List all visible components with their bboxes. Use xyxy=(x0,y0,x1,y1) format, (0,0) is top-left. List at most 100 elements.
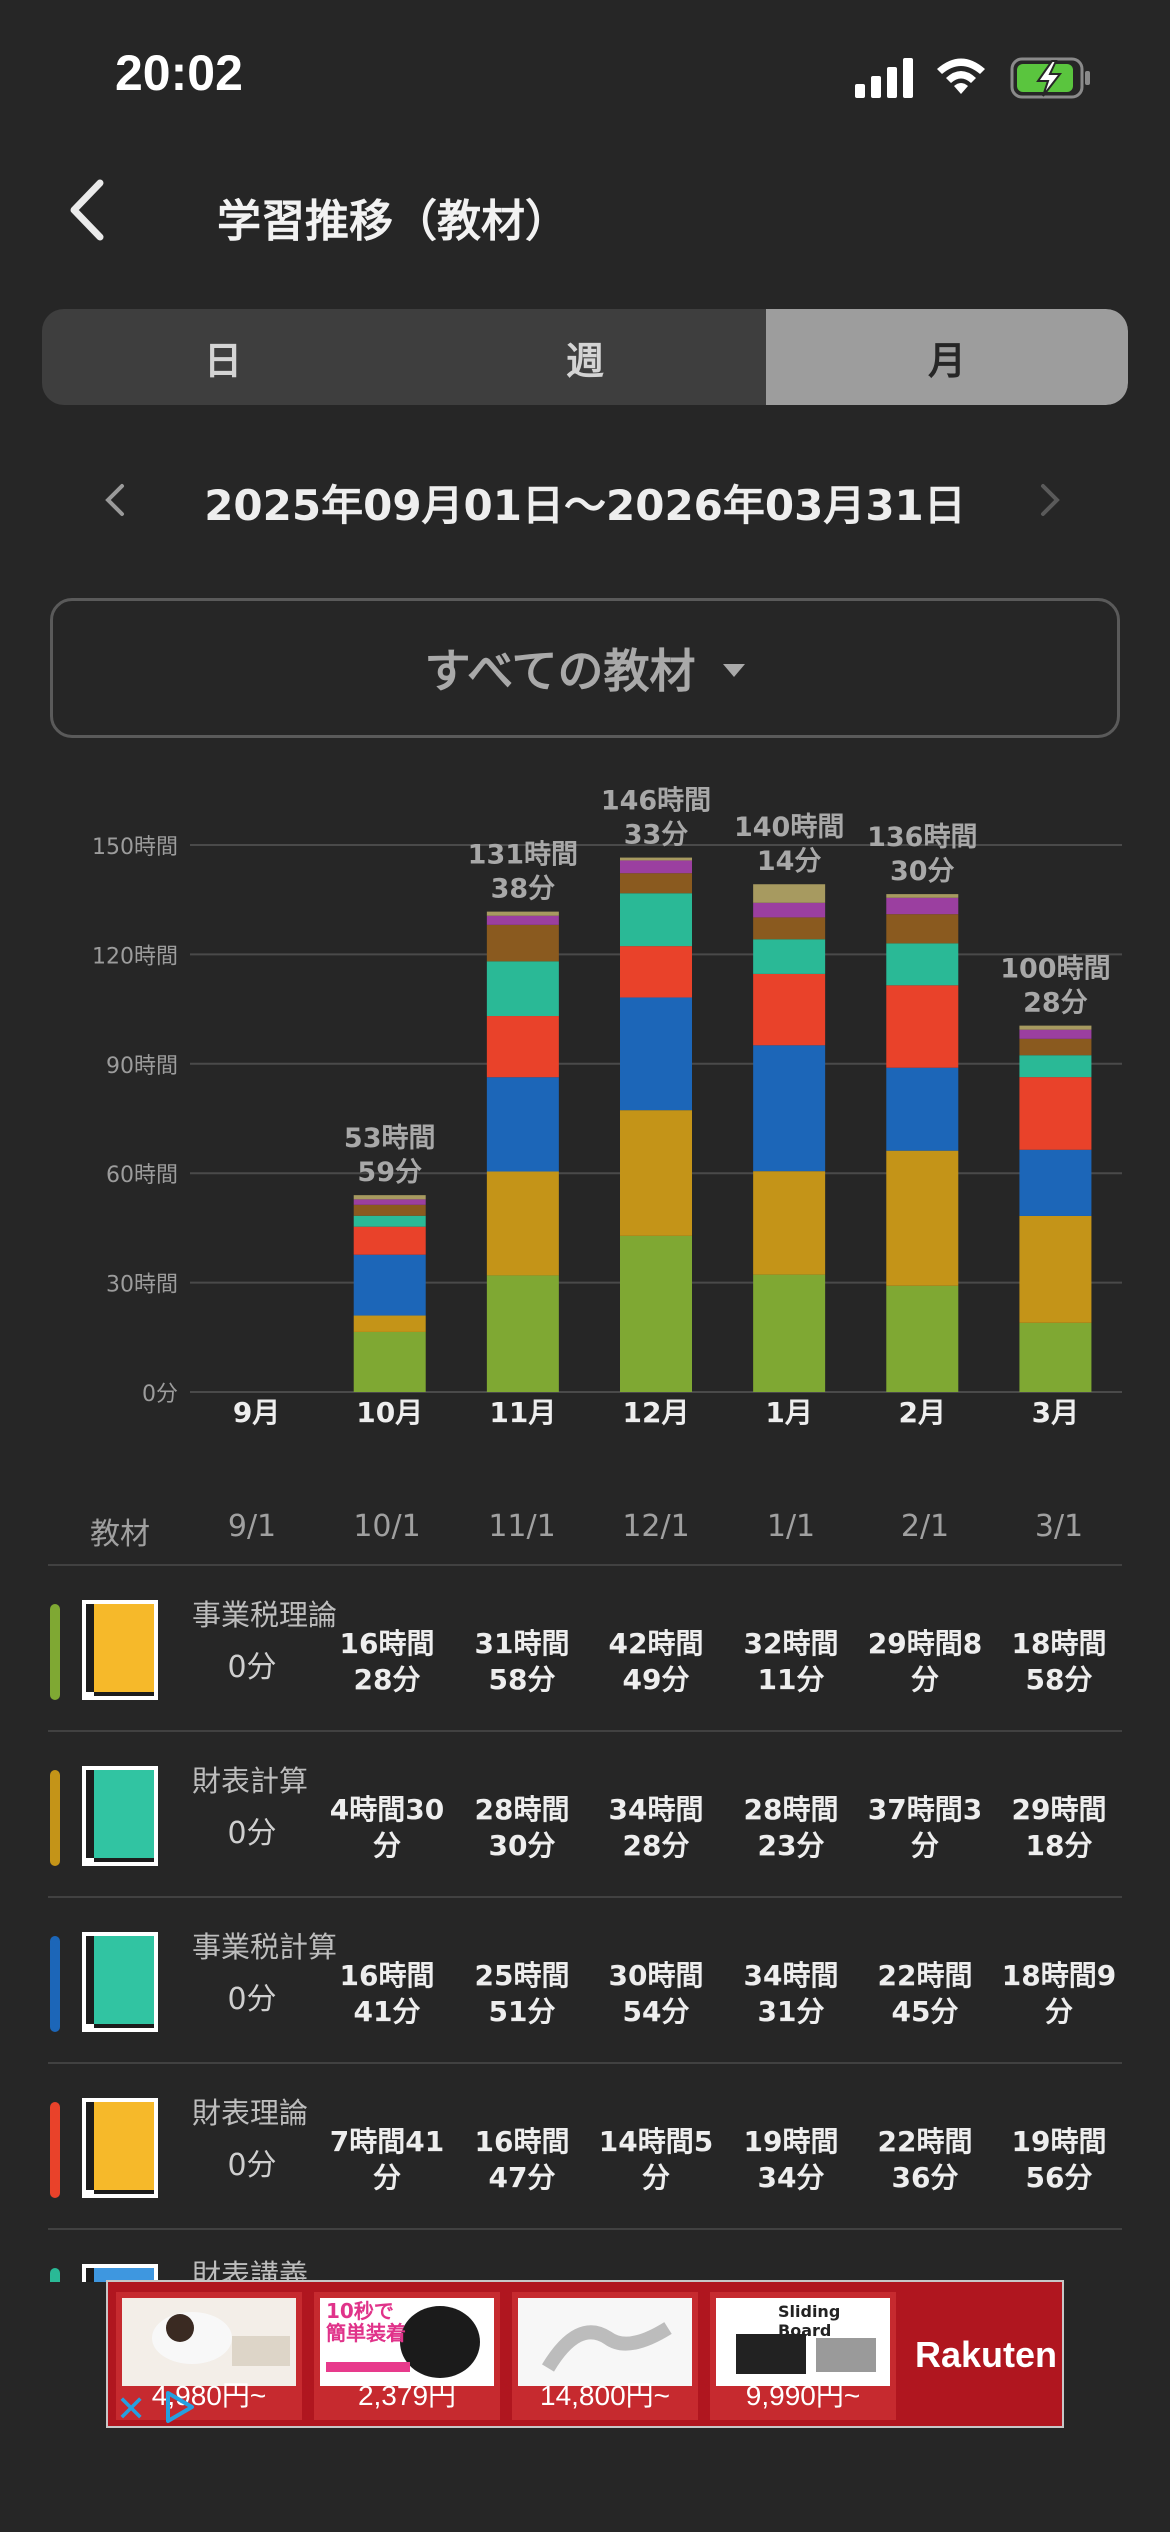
battery-charging-icon xyxy=(1010,57,1090,99)
table-row[interactable]: 財表理論 0分 7時間41 分 16時間 47分 14時間5 分 19時間 34分 22… xyxy=(0,2064,1170,2229)
chart-bar-segment xyxy=(353,1331,426,1392)
ad-thumbnail xyxy=(716,2298,890,2386)
table-cell: 16時間 41分 xyxy=(339,1959,435,2028)
chart-bar-segment xyxy=(753,973,826,1046)
material-name: 財表理論 xyxy=(192,2096,309,2130)
chart-bar-segment xyxy=(753,939,826,974)
chart-bar-segment xyxy=(886,1067,959,1151)
table-header-date: 12/1 xyxy=(622,1509,690,1544)
table-cell: 37時間3 分 xyxy=(867,1793,983,1862)
table-cell: 29時間8 分 xyxy=(867,1627,983,1696)
status-time: 20:02 xyxy=(115,45,243,101)
table-cell: 7時間41 分 xyxy=(329,2125,445,2194)
chart-bar-segment xyxy=(1019,1149,1092,1216)
previous-period-chevron-icon[interactable] xyxy=(100,478,130,522)
ad-thumbnail-text: Sliding Board xyxy=(778,2302,841,2340)
period-segmented-control: 日 週 月 xyxy=(42,309,1128,405)
divider xyxy=(48,2228,1122,2230)
chart-total-label: 30分 xyxy=(890,856,955,887)
chart-y-tick-label: 60時間 xyxy=(106,1163,178,1188)
table-cell: 31時間 58分 xyxy=(474,1627,570,1696)
book-yellow-icon xyxy=(82,2098,158,2198)
table-row[interactable]: 財表講義 xyxy=(0,2230,1170,2282)
chart-bar-segment xyxy=(886,897,959,915)
chart-x-tick-label: 11月 xyxy=(489,1396,556,1429)
ad-close-icon[interactable]: ✕ xyxy=(116,2388,147,2429)
table-row[interactable]: 財表計算 0分 4時間30 分 28時間 30分 34時間 28分 28時間 23分 3… xyxy=(0,1732,1170,1897)
chart-bar-segment xyxy=(1019,1025,1092,1030)
ad-item[interactable]: 14,800円~ xyxy=(512,2292,698,2420)
chart-x-tick-label: 2月 xyxy=(899,1396,946,1429)
chart-bar-segment xyxy=(353,1254,426,1316)
ad-price: 14,800円~ xyxy=(540,2380,670,2411)
chart-x-tick-label: 9月 xyxy=(233,1396,280,1429)
chart-bar-segment xyxy=(1019,1215,1092,1323)
table-cell: 0分 xyxy=(227,1650,277,1685)
table-cell: 18時間9 分 xyxy=(1001,1959,1117,2028)
ad-item[interactable]: Sliding Board 9,990円~ xyxy=(710,2292,896,2420)
table-header: 教材 9/1 10/1 11/1 12/1 1/1 2/1 3/1 xyxy=(0,1495,1170,1565)
chart-total-label: 100時間 xyxy=(1000,954,1110,985)
table-header-date: 2/1 xyxy=(900,1509,950,1544)
chart-total-label: 136時間 xyxy=(867,822,977,853)
chart-bar-segment xyxy=(353,1215,426,1227)
chart-y-tick-label: 90時間 xyxy=(106,1054,178,1079)
ad-price: 9,990円~ xyxy=(745,2380,861,2411)
chart-y-tick-label: 150時間 xyxy=(92,835,178,860)
chart-bar-segment xyxy=(1019,1055,1092,1078)
chart-bar-segment xyxy=(886,914,959,944)
wifi-icon xyxy=(937,58,985,94)
table-cell: 4時間30 分 xyxy=(329,1793,445,1862)
chart-y-tick-label: 0分 xyxy=(142,1382,178,1407)
material-name: 事業税計算 xyxy=(192,1930,338,1964)
chart-bar-segment xyxy=(1019,1038,1092,1056)
tab-week[interactable]: 週 xyxy=(565,338,604,383)
table-header-date: 1/1 xyxy=(766,1509,816,1544)
chart-x-tick-label: 10月 xyxy=(356,1396,423,1429)
chart-bar-segment xyxy=(620,873,692,894)
subject-color-bar xyxy=(50,2102,60,2198)
material-filter-dropdown[interactable]: すべての教材 xyxy=(50,598,1120,738)
chart-bar-segment xyxy=(886,1150,959,1286)
back-button[interactable] xyxy=(62,175,122,245)
ad-item[interactable]: 4,980円~ xyxy=(116,2292,302,2420)
table-row[interactable]: 事業税理論 0分 16時間 28分 31時間 58分 42時間 49分 32時間 11分… xyxy=(0,1566,1170,1731)
tab-day[interactable]: 日 xyxy=(203,338,242,383)
chart-total-label: 146時間 xyxy=(601,786,711,817)
table-row[interactable]: 事業税計算 0分 16時間 41分 25時間 51分 30時間 54分 34時間 31分… xyxy=(0,1898,1170,2063)
table-cell: 22時間 45分 xyxy=(877,1959,973,2028)
table-cell: 42時間 49分 xyxy=(608,1627,704,1696)
table-cell: 0分 xyxy=(227,1816,277,1851)
table-cell: 22時間 36分 xyxy=(877,2125,973,2194)
table-cell: 14時間5 分 xyxy=(598,2125,714,2194)
table-header-date: 3/1 xyxy=(1034,1509,1084,1544)
next-period-chevron-icon[interactable] xyxy=(1035,478,1065,522)
divider xyxy=(48,1730,1122,1732)
table-cell: 30時間 54分 xyxy=(608,1959,704,2028)
ad-item[interactable]: 10秒で簡単装着 2,379円 xyxy=(314,2292,500,2420)
table-cell: 28時間 23分 xyxy=(743,1793,839,1862)
ad-thumbnail xyxy=(320,2298,494,2386)
table-cell: 19時間 56分 xyxy=(1011,2125,1107,2194)
ad-choices-icon[interactable] xyxy=(164,2390,196,2424)
chart-total-label: 33分 xyxy=(624,820,689,851)
chart-x-tick-label: 3月 xyxy=(1032,1396,1079,1429)
material-name: 事業税理論 xyxy=(192,1598,338,1632)
ad-banner[interactable]: 4,980円~ 10秒で簡単装着 2,379円 14,800円~ Sliding… xyxy=(106,2280,1064,2429)
chart-bar-segment xyxy=(620,857,692,861)
chart-total-label: 140時間 xyxy=(734,812,844,843)
chart-bar-segment xyxy=(753,1171,826,1275)
chart-bar-segment xyxy=(1019,1077,1092,1150)
date-range-label: 2025年09月01日〜2026年03月31日 xyxy=(204,481,966,530)
table-cell: 18時間 58分 xyxy=(1011,1627,1107,1696)
chart-bar-segment xyxy=(753,902,826,918)
chart-bar-segment xyxy=(753,1045,826,1172)
book-blue-icon xyxy=(82,2264,158,2282)
chart-bar-segment xyxy=(620,1110,692,1236)
tab-month[interactable]: 月 xyxy=(766,309,1128,405)
chart-bar-segment xyxy=(886,943,959,986)
table-cell: 0分 xyxy=(227,2148,277,2183)
subject-color-bar xyxy=(50,2268,60,2282)
chart-bar-segment xyxy=(1019,1029,1092,1039)
chart-bar-segment xyxy=(753,1274,826,1392)
